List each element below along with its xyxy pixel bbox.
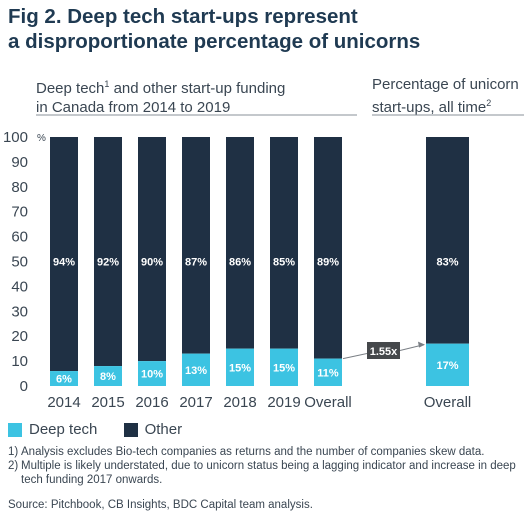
right-chart-subtitle: Percentage of unicorn start-ups, all tim…	[372, 75, 519, 117]
bar-other	[182, 137, 210, 354]
ratio-box	[367, 342, 400, 359]
legend-swatch-deep-tech	[8, 422, 22, 437]
chart-title: Fig 2. Deep tech start-ups represent a d…	[8, 4, 523, 54]
bar-deep-tech	[50, 371, 78, 386]
bar-deep-tech	[314, 358, 342, 386]
y-tick-label: 50	[11, 254, 28, 271]
chart-canvas: 0 10 20 30 40 50 60 70 80 90 100 % 94% 6% 2014 92% 8% 201…	[3, 114, 524, 411]
data-label-other: 90%	[141, 257, 163, 269]
data-label-other: 89%	[317, 257, 339, 269]
data-label-deep-tech-unicorn: 17%	[436, 360, 458, 372]
bar-deep-tech-unicorn	[426, 343, 469, 386]
y-tick-label: 100	[3, 129, 28, 146]
connector-line	[342, 353, 368, 360]
data-label-other: 86%	[229, 257, 251, 269]
bar-other	[50, 137, 78, 372]
bar-deep-tech	[182, 353, 210, 386]
ratio-label: 1.55x	[370, 346, 398, 358]
x-tick-label: 2015	[91, 394, 124, 411]
y-unit-label: %	[37, 133, 46, 144]
bar-other	[226, 137, 254, 349]
data-label-other: 85%	[273, 257, 295, 269]
arrowhead	[418, 341, 425, 348]
y-tick-label: 20	[11, 328, 28, 345]
y-tick-label: 60	[11, 229, 28, 246]
data-label-deep-tech: 10%	[141, 369, 163, 381]
legend-label-other: Other	[144, 421, 183, 438]
legend-item-other: Other	[123, 421, 183, 438]
legend: Deep tech Other	[8, 421, 204, 441]
source-note: Source: Pitchbook, CB Insights, BDC Capi…	[8, 499, 313, 511]
bar-deep-tech	[94, 366, 122, 386]
data-label-deep-tech: 15%	[273, 362, 295, 374]
x-tick-label: 2014	[47, 394, 80, 411]
x-tick-label-unicorn: Overall	[424, 394, 472, 411]
right-subtitle-line-1: Percentage of unicorn	[372, 76, 519, 93]
data-label-deep-tech: 15%	[229, 362, 251, 374]
data-label-deep-tech: 8%	[100, 371, 116, 383]
x-tick-label: 2016	[135, 394, 168, 411]
bar-other	[138, 137, 166, 362]
footnote-1: 1) Analysis excludes Bio-tech companies …	[8, 446, 485, 458]
footnote-2: 2) Multiple is likely understated, due t…	[8, 460, 516, 486]
bar-deep-tech	[270, 348, 298, 386]
y-tick-label: 80	[11, 179, 28, 196]
bar-other	[94, 137, 122, 367]
data-label-other: 92%	[97, 257, 119, 269]
legend-swatch-other	[123, 422, 138, 437]
footnote-marker-1: 1	[104, 79, 110, 89]
y-tick-label: 10	[11, 353, 28, 370]
bar-deep-tech	[226, 348, 254, 386]
y-tick-label: 70	[11, 204, 28, 221]
y-tick-label: 40	[11, 278, 28, 295]
left-subtitle-line-1: Deep tech1 and other start-up funding	[36, 79, 286, 97]
legend-label-deep-tech: Deep tech	[29, 421, 98, 438]
y-tick-label: 30	[11, 303, 28, 320]
data-label-deep-tech: 6%	[56, 374, 72, 386]
x-tick-label: 2017	[179, 394, 212, 411]
bar-other	[314, 137, 342, 359]
data-label-deep-tech: 11%	[317, 367, 339, 379]
right-subtitle-line-2: start-ups, all time2	[372, 98, 492, 116]
data-label-other: 87%	[185, 257, 207, 269]
y-tick-label: 0	[20, 378, 28, 395]
x-tick-label: 2018	[223, 394, 256, 411]
legend-item-deep-tech: Deep tech	[8, 421, 97, 438]
bar-other	[270, 137, 298, 349]
data-label-deep-tech: 13%	[185, 365, 207, 377]
x-tick-label: Overall	[304, 394, 352, 411]
footnote-marker-2: 2	[486, 98, 492, 108]
y-tick-label: 90	[11, 154, 28, 171]
bar-other-unicorn	[426, 137, 469, 344]
bar-deep-tech	[138, 361, 166, 386]
data-label-other-unicorn: 83%	[436, 257, 458, 269]
title-line-2: a disproportionate percentage of unicorn…	[8, 30, 421, 53]
data-label-other: 94%	[53, 257, 75, 269]
footnotes: 1) Analysis excludes Bio-tech companies …	[8, 445, 523, 487]
left-chart-subtitle: Deep tech1 and other start-up funding in…	[36, 75, 285, 117]
left-subtitle-line-2: in Canada from 2014 to 2019	[36, 99, 231, 116]
x-tick-label: 2019	[267, 394, 300, 411]
title-line-1: Fig 2. Deep tech start-ups represent	[8, 5, 358, 28]
